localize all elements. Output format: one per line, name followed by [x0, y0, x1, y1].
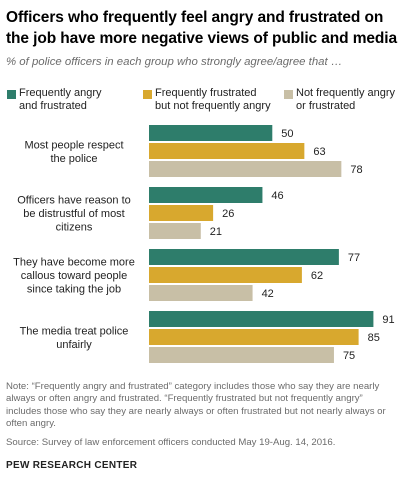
- legend-label-frustrated-not-angry: Frequently frustrated but not frequently…: [155, 87, 271, 113]
- category-label: Most people respect: [24, 139, 123, 151]
- category-label: Officers have reason to: [17, 195, 131, 207]
- bar: [149, 223, 201, 239]
- data-label: 21: [210, 226, 222, 238]
- bar: [149, 311, 374, 327]
- bar: [149, 161, 342, 177]
- category-label: since taking the job: [27, 284, 121, 296]
- legend-label-line: but not frequently angry: [155, 100, 271, 112]
- category-label: the police: [50, 153, 97, 165]
- org-credit: PEW RESEARCH CENTER: [6, 460, 138, 471]
- note-line: always or often angry and frustrated. “F…: [6, 393, 363, 405]
- category-label: callous toward people: [21, 270, 127, 282]
- bar: [149, 125, 273, 141]
- note-line: Note: “Frequently angry and frustrated” …: [6, 381, 380, 392]
- legend-label-not-frequently: Not frequently angry or frustrated: [296, 87, 395, 113]
- legend-label-line: Not frequently angry: [296, 87, 396, 99]
- bar: [149, 249, 339, 265]
- legend-swatch-not-frequently: [284, 90, 293, 99]
- category-label: be distrustful of most: [23, 208, 125, 220]
- bar: [149, 329, 359, 345]
- note-line: includes those who say they are nearly a…: [6, 405, 386, 417]
- data-label: 85: [368, 332, 380, 344]
- legend-swatch-frustrated-not-angry: [143, 90, 152, 99]
- category-label: unfairly: [56, 339, 92, 351]
- source: Source: Survey of law enforcement office…: [6, 437, 336, 448]
- bar: [149, 347, 334, 363]
- note: Note: “Frequently angry and frustrated” …: [6, 381, 416, 431]
- title-line-2: the job have more negative views of publ…: [6, 30, 398, 47]
- chart-subtitle: % of police officers in each group who s…: [6, 56, 343, 68]
- legend-label-frequently-angry: Frequently angry and frustrated: [19, 87, 102, 113]
- data-label: 91: [382, 314, 394, 326]
- legend-label-line: or frustrated: [296, 100, 356, 112]
- data-label: 62: [311, 270, 323, 282]
- data-label: 63: [313, 146, 325, 158]
- bar: [149, 143, 305, 159]
- data-label: 42: [262, 288, 274, 300]
- data-label: 26: [222, 208, 234, 220]
- title-line-1: Officers who frequently feel angry and f…: [6, 9, 384, 26]
- bar: [149, 187, 263, 203]
- data-label: 77: [348, 252, 360, 264]
- bar: [149, 267, 302, 283]
- data-label: 50: [281, 128, 293, 140]
- note-line: often angry.: [6, 418, 56, 430]
- bar: [149, 205, 214, 221]
- data-label: 78: [350, 164, 362, 176]
- data-label: 46: [271, 190, 283, 202]
- category-label: citizens: [56, 222, 93, 234]
- legend-swatch-frequently-angry: [7, 90, 16, 99]
- bar: [149, 285, 253, 301]
- legend-label-line: Frequently angry: [19, 87, 102, 99]
- chart-title: Officers who frequently feel angry and f…: [6, 7, 416, 49]
- category-label: The media treat police: [20, 325, 129, 337]
- category-label: They have become more: [13, 257, 135, 269]
- legend-label-line: Frequently frustrated: [155, 87, 257, 99]
- legend-label-line: and frustrated: [19, 100, 87, 112]
- data-label: 75: [343, 350, 355, 362]
